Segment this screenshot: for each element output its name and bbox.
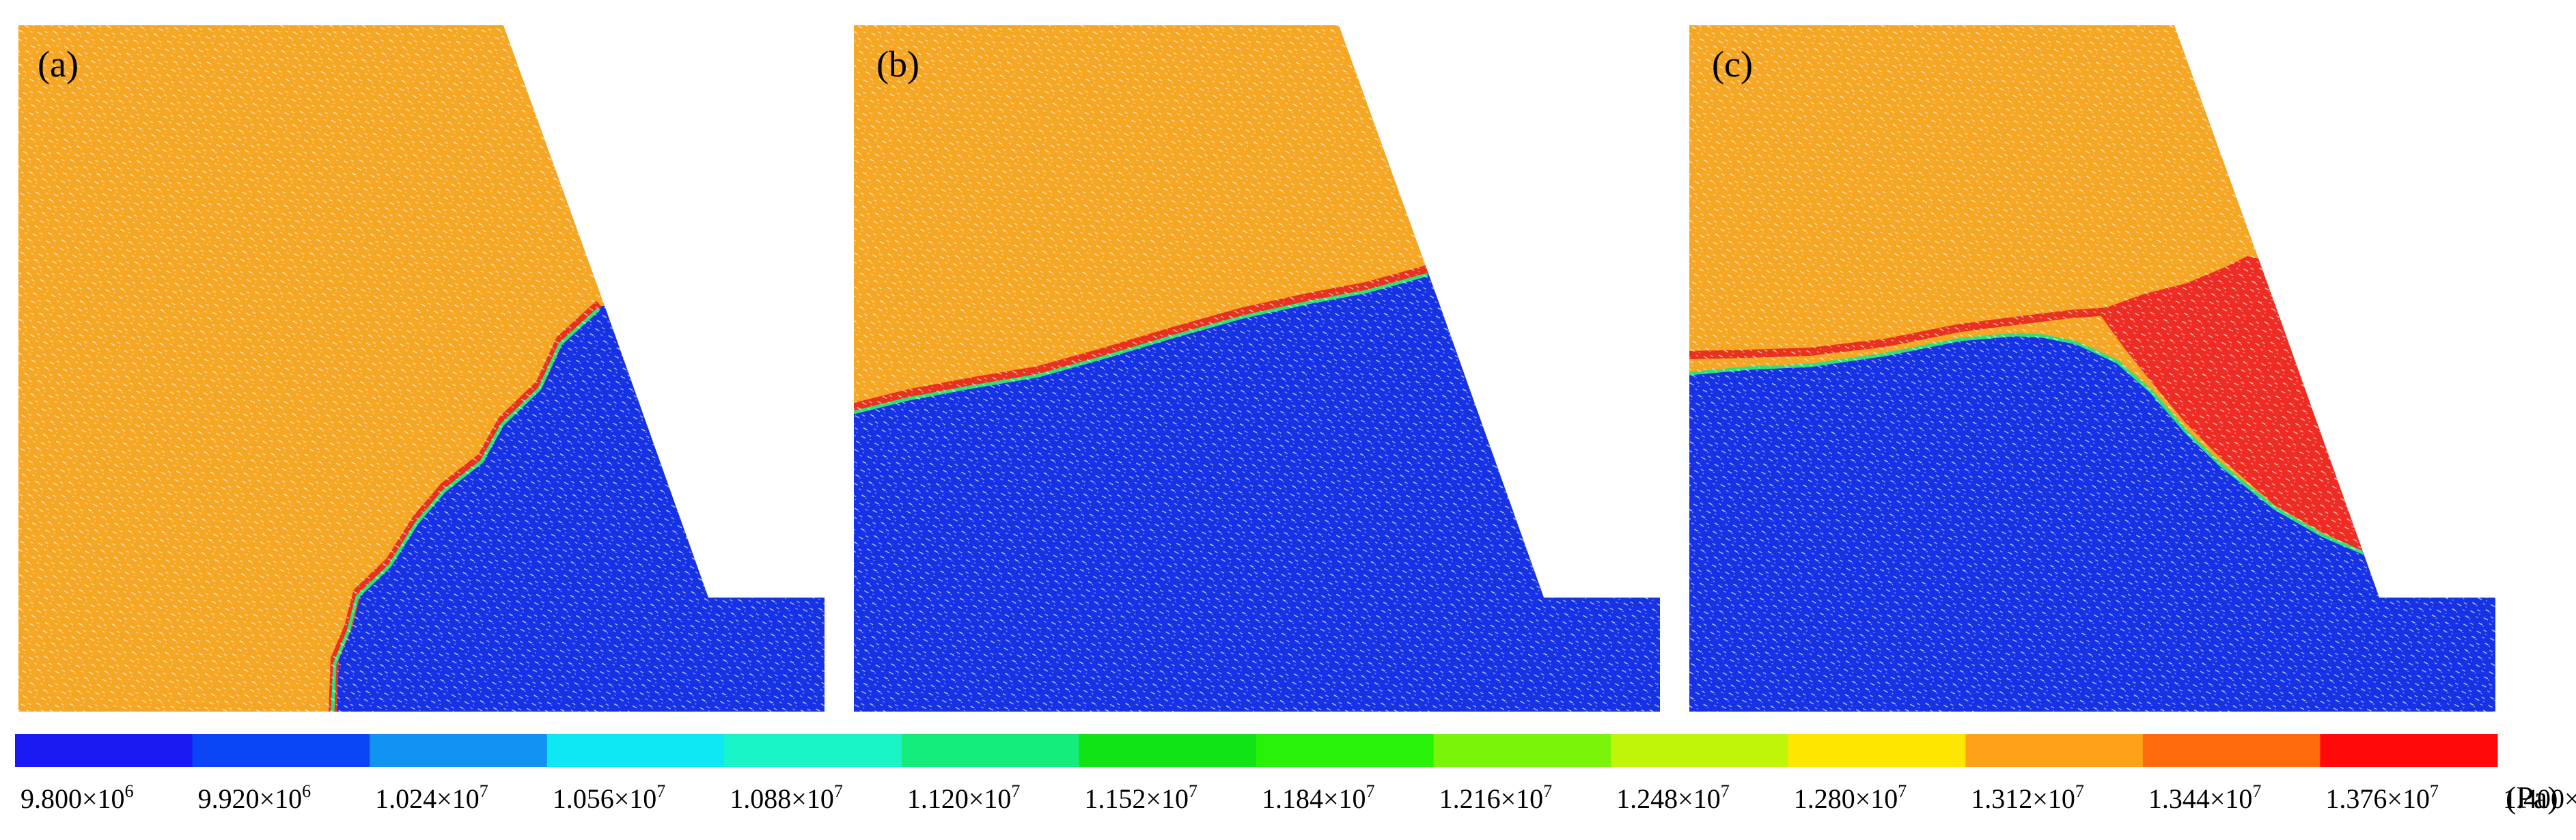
colorbar-segment xyxy=(370,734,548,767)
colorbar-segment xyxy=(2142,734,2321,767)
panel-b-speckle-texture xyxy=(854,25,1660,712)
colorbar-tick-label: 1.344×107 xyxy=(2148,781,2262,814)
colorbar-tick-label: 9.800×106 xyxy=(20,781,134,814)
colorbar-tick-label: 1.280×107 xyxy=(1794,781,1907,814)
colorbar-tick-label: 1.184×107 xyxy=(1262,781,1375,814)
colorbar-tick-label: 1.312×107 xyxy=(1971,781,2084,814)
colorbar-segment xyxy=(15,734,193,767)
panel-b-label: (b) xyxy=(876,44,919,85)
colorbar-segment xyxy=(192,734,370,767)
colorbar-tick-label: 1.152×107 xyxy=(1084,781,1197,814)
colorbar-segment xyxy=(1433,734,1611,767)
colorbar-tick-label: 1.248×107 xyxy=(1616,781,1730,814)
panel-a: (a) xyxy=(18,25,825,712)
colorbar-segment xyxy=(1256,734,1435,767)
colorbar-tick-label: 1.400×107 xyxy=(2503,781,2576,814)
colorbar-tick-label: 1.120×107 xyxy=(907,781,1021,814)
colorbar-tick-label: 9.920×106 xyxy=(198,781,311,814)
panel-c-label: (c) xyxy=(1712,44,1753,85)
colorbar-segment xyxy=(2320,734,2498,767)
panel-c: (c) xyxy=(1689,25,2495,712)
colorbar-segment xyxy=(1079,734,1257,767)
colorbar-tick-label: 1.376×107 xyxy=(2325,781,2439,814)
colorbar-segment xyxy=(1965,734,2144,767)
panel-b: (b) xyxy=(854,25,1660,712)
colorbar-tick-labels: 9.800×106 9.920×106 1.024×107 1.056×107 1.08… xyxy=(20,781,2576,814)
panel-a-label: (a) xyxy=(38,44,79,85)
colorbar-tick-label: 1.216×107 xyxy=(1439,781,1553,814)
colorbar-tick-label: 1.024×107 xyxy=(375,781,488,814)
colorbar xyxy=(15,734,2498,767)
panel-c-speckle-texture xyxy=(1689,25,2495,712)
colorbar-segment xyxy=(1611,734,1789,767)
colorbar-unit: (Pa) xyxy=(2506,780,2558,815)
colorbar-tick-label: 1.088×107 xyxy=(730,781,843,814)
colorbar-tick-label: 1.056×107 xyxy=(553,781,666,814)
colorbar-segment xyxy=(724,734,902,767)
panel-a-speckle-texture xyxy=(18,25,825,712)
colorbar-segment xyxy=(546,734,725,767)
colorbar-segment xyxy=(1788,734,1966,767)
colorbar-segment xyxy=(901,734,1079,767)
